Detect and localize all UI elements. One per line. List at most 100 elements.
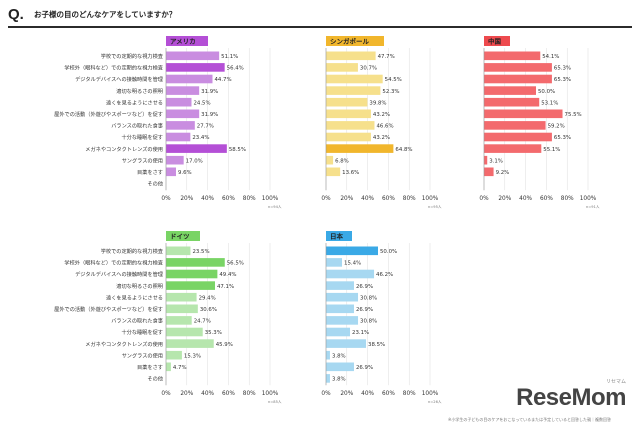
- category-label: 目薬をさす: [137, 363, 163, 371]
- value-label: 23.1%: [352, 330, 369, 336]
- value-label: 3.8%: [332, 353, 346, 359]
- bar: [326, 86, 381, 95]
- category-label: その他: [147, 375, 163, 383]
- value-label: 26.9%: [356, 284, 373, 290]
- category-label: 適切な明るさの照明: [116, 282, 163, 290]
- value-label: 56.5%: [227, 261, 244, 267]
- bar: [166, 316, 192, 325]
- bar: [166, 281, 215, 290]
- tick-label: 80%: [403, 196, 416, 202]
- tick-label: 100%: [262, 391, 279, 397]
- bar: [166, 144, 227, 153]
- bar: [166, 246, 191, 256]
- bar: [166, 51, 220, 61]
- tick-label: 40%: [201, 391, 214, 397]
- bar: [166, 304, 198, 314]
- value-label: 27.7%: [197, 124, 214, 130]
- tick-label: 20%: [498, 196, 511, 202]
- series-label-box: [166, 231, 200, 241]
- bar: [166, 109, 200, 119]
- tick-label: 100%: [422, 196, 439, 202]
- value-label: 51.1%: [221, 54, 238, 60]
- category-label: 学校での定期的な視力検査: [101, 247, 163, 255]
- tick-label: 60%: [222, 196, 235, 202]
- bar: [166, 269, 218, 279]
- category-label: デジタルデバイスへの接触時間を管理: [75, 75, 164, 83]
- value-label: 50.0%: [380, 249, 397, 255]
- bar: [166, 63, 225, 72]
- value-label: 47.7%: [378, 54, 395, 60]
- tick-label: 100%: [422, 391, 439, 397]
- tick-label: 0%: [321, 391, 331, 397]
- bar: [326, 51, 376, 61]
- value-label: 4.7%: [173, 365, 187, 371]
- bar: [326, 327, 351, 337]
- bar: [166, 339, 214, 348]
- tick-label: 60%: [382, 391, 395, 397]
- bar: [166, 362, 171, 372]
- bar: [166, 327, 203, 337]
- sample-size-label: n=95人: [428, 204, 442, 209]
- value-label: 6.8%: [335, 158, 349, 164]
- bar: [484, 74, 552, 84]
- question-title: お子様の目のどんなケアをしていますか？: [34, 10, 177, 19]
- bar: [166, 132, 191, 142]
- bar: [484, 51, 541, 61]
- tick-label: 20%: [340, 196, 353, 202]
- value-label: 46.6%: [376, 124, 393, 130]
- bar: [326, 350, 330, 360]
- bar: [326, 132, 371, 142]
- bar: [484, 63, 552, 72]
- footnote: ※小学生の子どもの目のケアをおこなっているまたは予定していると回答した親｜複数回…: [448, 417, 612, 422]
- value-label: 43.2%: [373, 135, 390, 141]
- tick-label: 100%: [580, 196, 597, 202]
- value-label: 13.6%: [342, 170, 359, 176]
- tick-label: 60%: [540, 196, 553, 202]
- bar: [326, 121, 375, 130]
- value-label: 30.7%: [360, 66, 377, 72]
- series-name: 日本: [330, 232, 344, 241]
- value-label: 49.4%: [219, 272, 236, 278]
- tick-label: 20%: [180, 196, 193, 202]
- bar: [326, 292, 359, 302]
- category-label: 学校外（眼科など）での定期的な視力検査: [64, 259, 163, 267]
- bar: [484, 167, 494, 177]
- bar: [326, 63, 358, 72]
- value-label: 47.1%: [217, 284, 234, 290]
- tick-label: 20%: [340, 391, 353, 397]
- value-label: 30.8%: [360, 295, 377, 301]
- value-label: 54.5%: [385, 77, 402, 83]
- bar: [484, 155, 488, 165]
- bar: [326, 374, 330, 383]
- value-label: 30.8%: [360, 319, 377, 325]
- sample-size-label: n=85人: [268, 399, 282, 404]
- category-label: デジタルデバイスへの接触時間を管理: [75, 270, 164, 278]
- bar: [326, 304, 354, 314]
- value-label: 26.9%: [356, 307, 373, 313]
- bar: [166, 258, 225, 267]
- category-label: サングラスの使用: [122, 156, 163, 164]
- brand-subtitle: リセマム: [605, 379, 626, 385]
- value-label: 46.2%: [376, 272, 393, 278]
- value-label: 9.2%: [496, 170, 510, 176]
- value-label: 45.9%: [216, 342, 233, 348]
- sample-size-label: n=94人: [268, 204, 282, 209]
- bar: [166, 121, 195, 130]
- bar: [326, 97, 368, 107]
- category-label: バランスの取れた食事: [111, 122, 163, 130]
- bar: [326, 362, 354, 372]
- value-label: 53.1%: [541, 100, 558, 106]
- bar: [484, 132, 552, 142]
- value-label: 15.4%: [344, 261, 361, 267]
- tick-label: 40%: [519, 196, 532, 202]
- bar: [484, 97, 540, 107]
- value-label: 58.5%: [229, 147, 246, 153]
- series-label-box: [166, 36, 208, 46]
- bar: [326, 269, 375, 279]
- bar: [484, 109, 563, 119]
- bar: [166, 74, 213, 84]
- category-label: 目薬をさす: [137, 168, 163, 176]
- tick-label: 100%: [262, 196, 279, 202]
- value-label: 39.8%: [369, 100, 386, 106]
